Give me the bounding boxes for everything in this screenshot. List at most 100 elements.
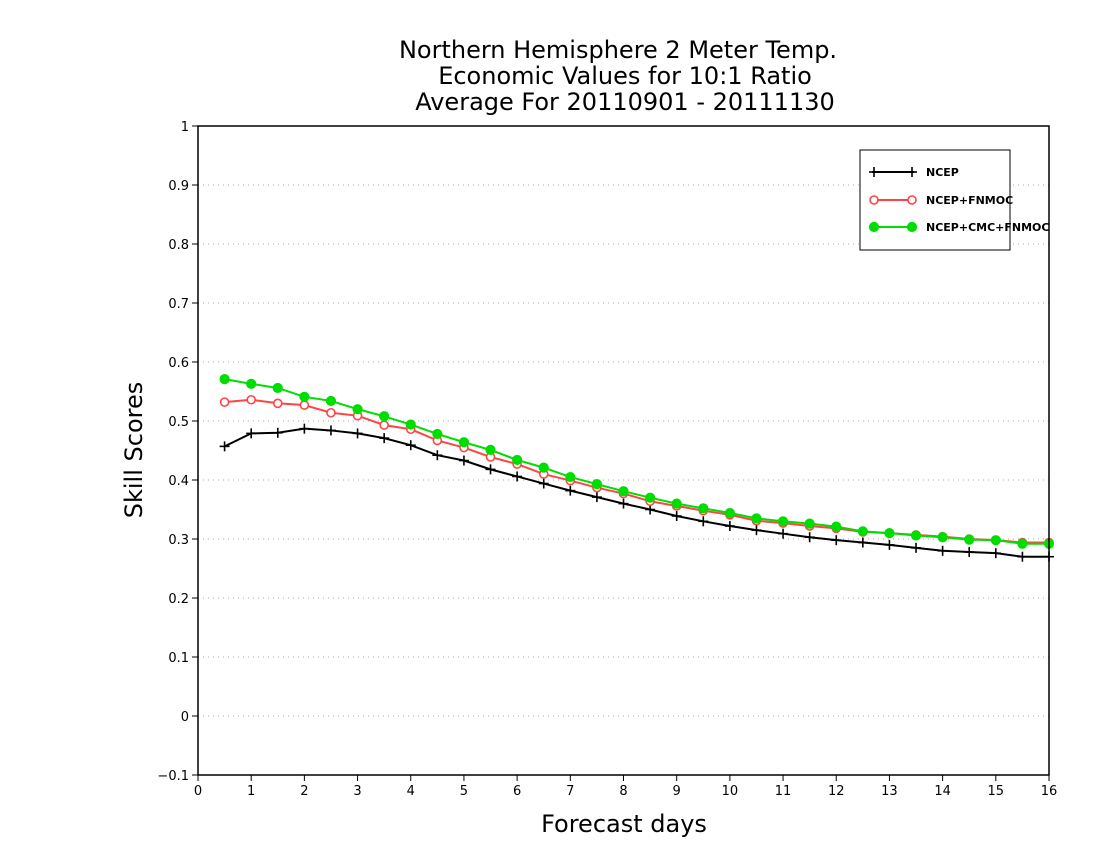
chart-title: Northern Hemisphere 2 Meter Temp. Econom…: [399, 36, 837, 116]
data-point: [884, 528, 895, 539]
data-point: [831, 535, 842, 546]
data-point: [618, 498, 629, 509]
series-1: [219, 394, 1054, 548]
data-point: [219, 441, 230, 452]
x-tick-label: 4: [407, 784, 415, 799]
legend-label: NCEP+CMC+FNMOC: [926, 221, 1049, 234]
data-point: [246, 394, 256, 405]
x-tick-label: 7: [566, 784, 574, 799]
data-point: [565, 485, 576, 496]
data-point: [485, 464, 496, 475]
series-2: [219, 374, 1055, 549]
legend-marker-start: [868, 221, 880, 233]
data-point: [352, 428, 363, 439]
data-point: [910, 530, 922, 541]
y-tick-label: −0.1: [157, 769, 189, 784]
data-point: [538, 478, 549, 489]
data-point: [990, 535, 1001, 546]
legend-item-1: NCEP+FNMOC: [869, 194, 1013, 207]
x-tick-label: 13: [881, 784, 898, 799]
legend-marker-start: [869, 195, 879, 205]
data-point: [352, 404, 363, 415]
data-point: [645, 504, 656, 515]
data-point: [937, 545, 948, 556]
x-tick-label: 0: [194, 784, 202, 799]
y-tick-label: 0.3: [168, 533, 189, 548]
x-tick-label: 8: [619, 784, 627, 799]
y-tick-label: 0.8: [168, 238, 189, 253]
data-point: [458, 437, 470, 448]
data-point: [485, 444, 496, 456]
data-point: [325, 425, 336, 436]
data-point: [219, 397, 230, 407]
data-point: [698, 503, 709, 514]
data-point: [964, 534, 975, 545]
data-point: [512, 454, 523, 466]
data-point: [432, 450, 443, 461]
data-point: [751, 513, 762, 524]
legend: NCEP NCEP+FNMOC NCEP+CMC+FNMOC: [859, 149, 1049, 251]
data-point: [405, 419, 416, 430]
x-tick-label: 14: [934, 784, 951, 799]
legend-item-2: NCEP+CMC+FNMOC: [868, 221, 1049, 234]
data-point: [698, 516, 709, 527]
data-point: [644, 492, 656, 503]
y-tick-label: 0.4: [168, 474, 189, 489]
data-point: [618, 486, 629, 497]
data-point: [325, 395, 337, 407]
x-tick-label: 1: [247, 784, 255, 799]
data-point: [591, 479, 603, 490]
data-point: [272, 382, 283, 394]
legend-marker-end: [906, 221, 918, 233]
legend-marker-start: [869, 167, 879, 177]
data-point: [964, 546, 975, 557]
data-point: [671, 498, 682, 509]
data-point: [246, 378, 257, 389]
x-tick-label: 10: [722, 784, 739, 799]
data-point: [831, 521, 842, 532]
chart-title-line-2: Economic Values for 10:1 Ratio: [438, 62, 812, 90]
y-tick-label: 0.5: [168, 415, 189, 430]
data-point: [246, 428, 257, 439]
legend-item-0: NCEP: [869, 166, 959, 179]
y-tick-label: 1: [181, 120, 189, 135]
y-tick-label: 0.2: [168, 592, 189, 607]
x-tick-label: 11: [775, 784, 792, 799]
series-line: [224, 427, 1049, 558]
y-axis-title: Skill Scores: [120, 382, 148, 519]
x-tick-label: 15: [988, 784, 1005, 799]
legend-marker-end: [907, 167, 917, 177]
data-point: [911, 542, 922, 553]
data-point: [326, 407, 336, 418]
x-tick-label: 5: [460, 784, 468, 799]
data-point: [299, 391, 310, 402]
data-point: [751, 525, 762, 536]
data-point: [379, 433, 390, 444]
data-point: [724, 507, 735, 519]
data-point: [857, 526, 868, 537]
data-point: [379, 420, 389, 430]
y-tick-label: 0.7: [168, 297, 189, 312]
y-tick-label: 0.6: [168, 356, 189, 371]
data-point: [458, 455, 469, 466]
x-tick-label: 16: [1041, 784, 1058, 799]
x-axis-ticks: 0 1 2 3 4 5 6 7 8 9 10 11 12 13 14 15 16: [194, 775, 1057, 799]
x-tick-label: 2: [300, 784, 308, 799]
data-point: [804, 532, 815, 543]
x-tick-label: 3: [353, 784, 361, 799]
y-tick-label: 0.9: [168, 179, 189, 194]
grid-lines: [198, 184, 1049, 717]
x-tick-label: 12: [828, 784, 845, 799]
data-point: [724, 521, 735, 532]
y-tick-label: 0.1: [168, 651, 189, 666]
y-tick-label: 0: [181, 710, 189, 725]
data-point: [299, 423, 310, 434]
data-point: [538, 462, 549, 473]
data-point: [405, 440, 416, 451]
series-0: [219, 423, 1054, 562]
data-point: [671, 510, 682, 521]
data-point: [857, 537, 868, 548]
legend-label: NCEP+FNMOC: [926, 194, 1013, 207]
